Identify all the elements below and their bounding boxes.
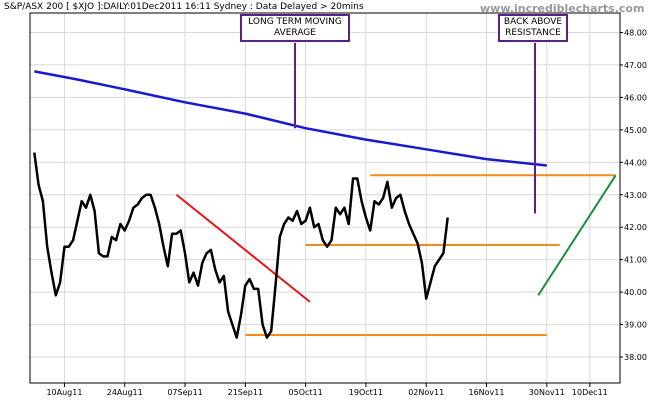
y-tick-label: 42.00 [624, 223, 647, 232]
x-tick-label: 19Oct11 [349, 388, 383, 397]
plot-border [30, 13, 620, 383]
uptrend-trendline [538, 175, 616, 295]
series-lines [34, 71, 547, 337]
y-tick-label: 38.00 [624, 353, 647, 362]
chart-title: S&P/ASX 200 [ $XJO ]:DAILY:01Dec2011 16:… [4, 2, 364, 12]
y-tick-label: 44.00 [624, 158, 647, 167]
y-tick-label: 41.00 [624, 256, 647, 265]
x-tick-label: 16Nov11 [469, 388, 505, 397]
y-tick-label: 39.00 [624, 321, 647, 330]
x-tick-label: 02Nov11 [408, 388, 444, 397]
y-tick-label: 47.00 [624, 61, 647, 70]
y-tick-label: 40.00 [624, 288, 647, 297]
y-tick-label: 43.00 [624, 191, 647, 200]
moving-average-annotation: LONG TERM MOVING AVERAGE [240, 14, 350, 42]
x-tick-label: 10Dec11 [572, 388, 608, 397]
resistance-annotation: BACK ABOVE RESISTANCE [498, 14, 568, 42]
grid [30, 13, 620, 383]
support-resistance-lines [245, 175, 615, 335]
annotation-connectors [295, 43, 535, 213]
x-tick-label: 07Sep11 [167, 388, 202, 397]
x-tick-labels: 10Aug11 24Aug11 07Sep11 21Sep11 05Oct11 19Oct… [46, 388, 607, 397]
downtrend-trendline [176, 195, 310, 302]
x-tick-label: 05Oct11 [289, 388, 323, 397]
x-tick-label: 10Aug11 [46, 388, 82, 397]
x-tick-label: 30Nov11 [529, 388, 565, 397]
y-tick-labels: 38.00 39.00 40.00 41.00 42.00 43.00 44.00 45.00… [624, 28, 647, 362]
y-tick-label: 48.00 [624, 28, 647, 37]
x-tick-label: 21Sep11 [228, 388, 263, 397]
moving-average-series [34, 71, 547, 165]
y-tick-label: 46.00 [624, 93, 647, 102]
x-tick-label: 24Aug11 [107, 388, 143, 397]
y-tick-label: 45.00 [624, 126, 647, 135]
